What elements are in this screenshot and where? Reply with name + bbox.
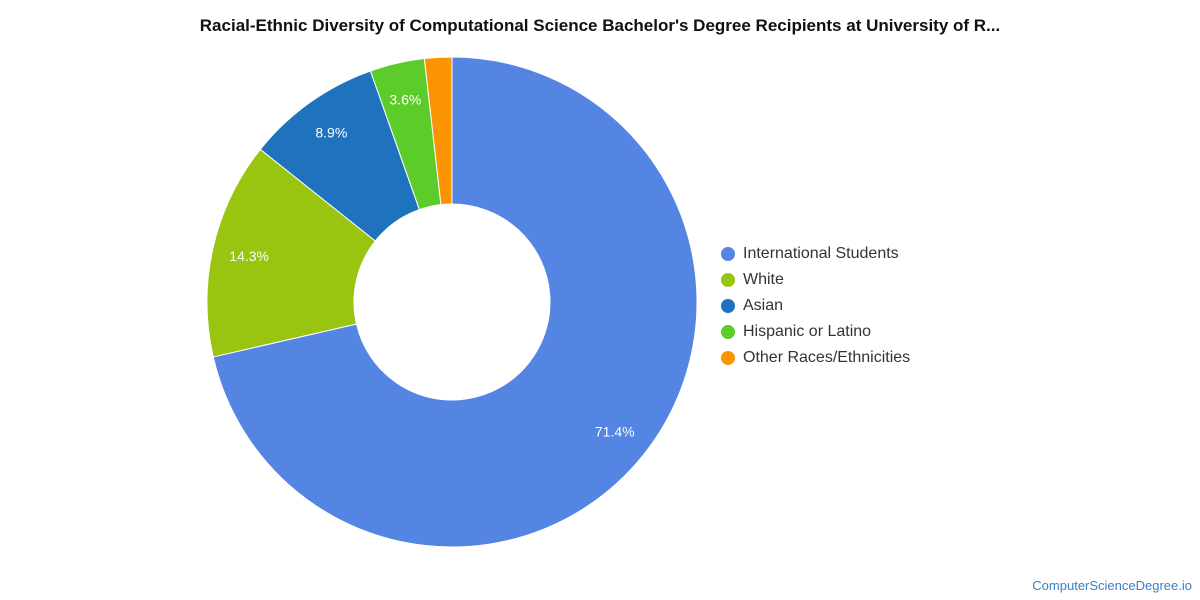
slice-label-white: 14.3% [229,248,269,264]
legend-item-asian[interactable]: Asian [721,293,910,319]
legend-item-other-races-ethnicities[interactable]: Other Races/Ethnicities [721,345,910,371]
donut-slices [206,56,698,548]
legend-item-white[interactable]: White [721,267,910,293]
slice-international-students[interactable] [212,56,698,548]
legend-label: Hispanic or Latino [743,323,872,340]
legend-label: Other Races/Ethnicities [743,349,911,366]
legend-label: International Students [743,245,899,262]
legend-swatch-icon [721,299,735,313]
legend-swatch-icon [721,325,735,339]
footer-credit[interactable]: ComputerScienceDegree.io [1032,578,1192,593]
chart-title: Racial-Ethnic Diversity of Computational… [199,16,1001,35]
legend-item-international-students[interactable]: International Students [721,241,910,267]
slice-label-asian: 8.9% [315,125,347,141]
legend-item-hispanic-or-latino[interactable]: Hispanic or Latino [721,319,910,345]
slice-label-hispanic-or-latino: 3.6% [389,91,421,107]
slice-label-international-students: 71.4% [595,424,635,440]
legend-label: White [743,271,784,288]
slice-white[interactable] [206,148,377,358]
legend-swatch-icon [721,247,735,261]
legend-swatch-icon [721,273,735,287]
legend-label: Asian [743,297,784,314]
chart-legend: International Students White Asian Hispanic… [721,241,910,371]
slice-labels: 71.4% 14.3% 8.9% 3.6% [229,91,634,439]
slice-other-races-ethnicities[interactable] [423,56,453,206]
legend-swatch-icon [721,351,735,365]
